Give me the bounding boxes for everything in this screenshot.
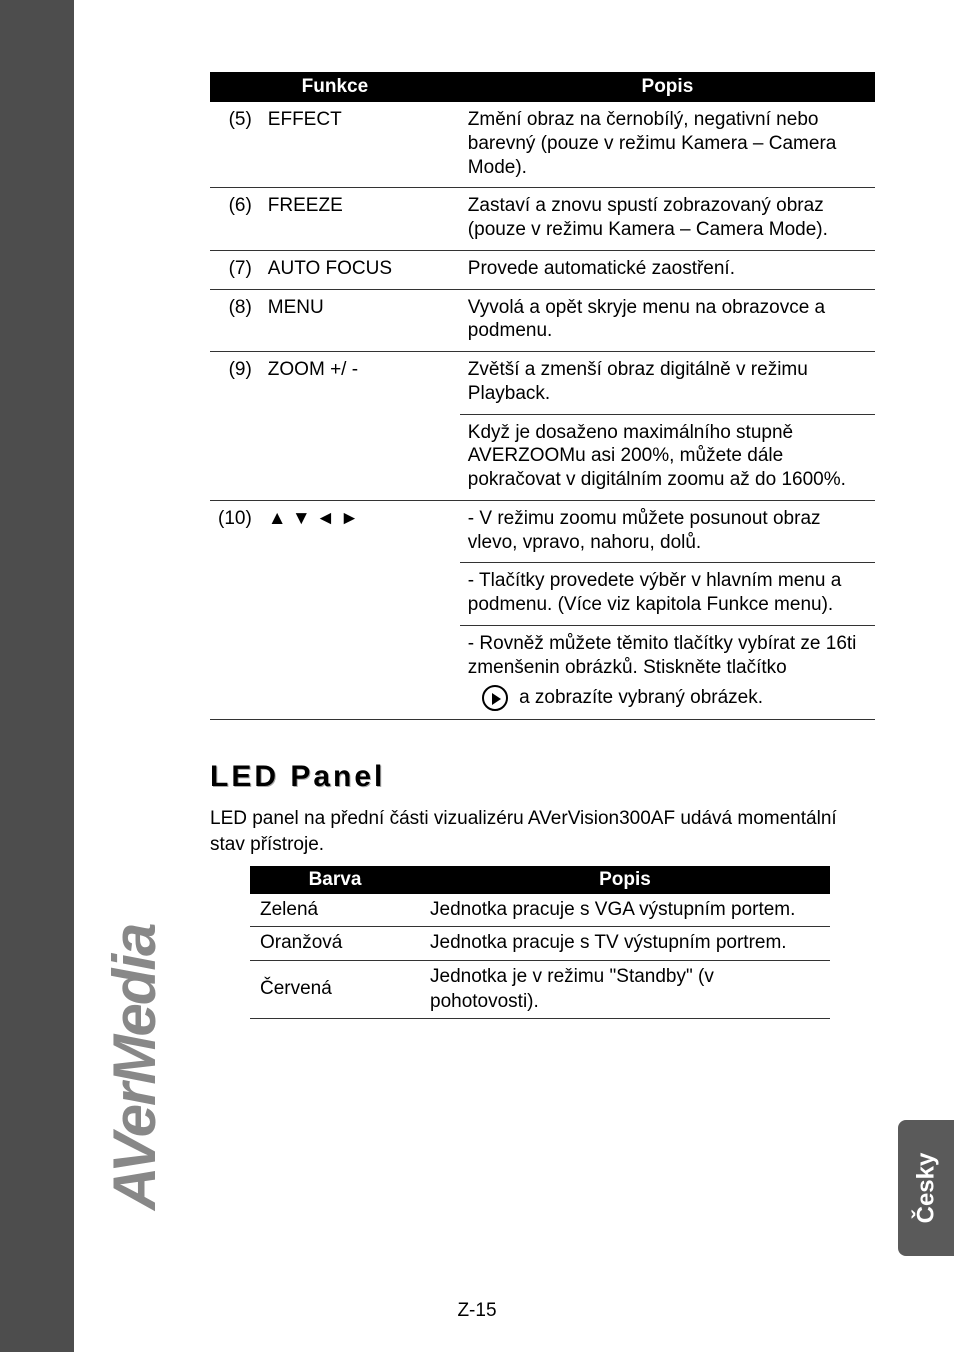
func-row-name: ▲ ▼ ◄ ►: [260, 500, 460, 720]
function-table: Funkce Popis (5)EFFECTZmění obraz na čer…: [210, 72, 875, 720]
led-row-color: Oranžová: [250, 927, 420, 961]
language-tab: Česky: [898, 1120, 954, 1256]
func-row-num: (8): [210, 289, 260, 352]
led-section-intro: LED panel na přední části vizualizéru AV…: [210, 806, 875, 857]
func-header-desc: Popis: [460, 72, 875, 102]
func-row-num: (5): [210, 102, 260, 188]
brand-aver: AVerMedia: [101, 925, 168, 1210]
func-row-name: MENU: [260, 289, 460, 352]
play-icon: [482, 685, 508, 711]
brand-logo: AVerMedia: [100, 925, 169, 1210]
func-row-desc: Zastaví a znovu spustí zobrazovaný obraz…: [460, 188, 875, 251]
func-row-name: ZOOM +/ -: [260, 352, 460, 501]
led-row-desc: Jednotka je v režimu "Standby" (v pohoto…: [420, 960, 830, 1018]
led-row-desc: Jednotka pracuje s TV výstupním portrem.: [420, 927, 830, 961]
func-row-desc: Vyvolá a opět skryje menu na obrazovce a…: [460, 289, 875, 352]
led-section-title: LED Panel: [210, 760, 875, 794]
func-row-num: (7): [210, 250, 260, 289]
func-row-desc: Když je dosaženo maximálního stupně AVER…: [460, 414, 875, 500]
led-row-desc: Jednotka pracuje s VGA výstupním portem.: [420, 894, 830, 927]
led-header-desc: Popis: [420, 866, 830, 894]
led-row-color: Červená: [250, 960, 420, 1018]
page-number: Z-15: [0, 1300, 954, 1322]
func-row-num: (6): [210, 188, 260, 251]
led-table: Barva Popis ZelenáJednotka pracuje s VGA…: [250, 866, 830, 1020]
func-row-desc: - Tlačítky provedete výběr v hlavním men…: [460, 563, 875, 626]
left-sidebar: [0, 0, 74, 1352]
func-row-desc: Změní obraz na černobílý, negativní nebo…: [460, 102, 875, 188]
led-header-color: Barva: [250, 866, 420, 894]
func-icon-tail: a zobrazíte vybraný obrázek.: [514, 687, 763, 708]
func-row-num: (9): [210, 352, 260, 501]
func-row-desc: Provede automatické zaostření.: [460, 250, 875, 289]
language-label: Česky: [912, 1153, 940, 1224]
led-row-color: Zelená: [250, 894, 420, 927]
func-row-num: (10): [210, 500, 260, 720]
func-row-desc: Zvětší a zmenší obraz digitálně v režimu…: [460, 352, 875, 415]
func-header-func: Funkce: [210, 72, 460, 102]
func-row-name: AUTO FOCUS: [260, 250, 460, 289]
page-content: Funkce Popis (5)EFFECTZmění obraz na čer…: [210, 72, 875, 1019]
func-row-name: FREEZE: [260, 188, 460, 251]
func-row-name: EFFECT: [260, 102, 460, 188]
func-row-desc: - Rovněž můžete těmito tlačítky vybírat …: [460, 625, 875, 720]
func-row-desc: - V režimu zoomu můžete posunout obraz v…: [460, 500, 875, 563]
